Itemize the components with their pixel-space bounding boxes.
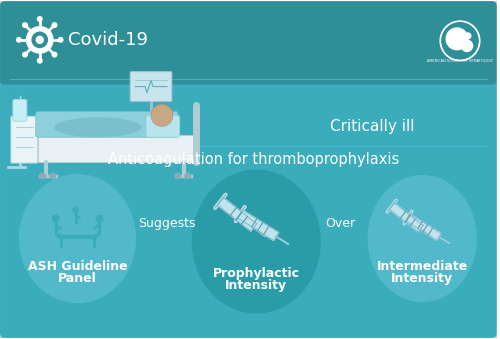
Circle shape (37, 16, 43, 22)
Text: AMERICAN SOCIETY OF HEMATOLOGY: AMERICAN SOCIETY OF HEMATOLOGY (427, 59, 493, 63)
Text: Intensity: Intensity (391, 272, 454, 285)
Circle shape (151, 104, 173, 126)
Polygon shape (406, 214, 441, 240)
Circle shape (49, 173, 56, 179)
Text: ASH Guideline: ASH Guideline (28, 260, 128, 273)
Text: Prophylactic: Prophylactic (213, 267, 300, 280)
FancyBboxPatch shape (0, 0, 498, 84)
Circle shape (22, 22, 28, 28)
Text: Suggests: Suggests (138, 217, 196, 230)
Circle shape (36, 36, 44, 44)
FancyBboxPatch shape (5, 59, 492, 79)
Polygon shape (390, 203, 423, 232)
Circle shape (460, 39, 473, 52)
Circle shape (96, 215, 104, 223)
Text: Intermediate: Intermediate (376, 260, 468, 273)
FancyBboxPatch shape (0, 67, 498, 339)
Circle shape (37, 58, 43, 64)
FancyBboxPatch shape (36, 112, 178, 137)
Circle shape (174, 173, 182, 179)
Text: Over: Over (326, 217, 356, 230)
Text: Intensity: Intensity (226, 279, 288, 292)
Circle shape (52, 215, 60, 223)
Circle shape (441, 22, 479, 60)
Ellipse shape (19, 174, 136, 303)
Circle shape (184, 173, 191, 179)
Circle shape (72, 207, 79, 213)
Ellipse shape (54, 117, 141, 137)
Polygon shape (238, 210, 279, 241)
Circle shape (58, 37, 64, 43)
Ellipse shape (368, 175, 477, 302)
Circle shape (16, 37, 22, 43)
FancyBboxPatch shape (5, 38, 492, 79)
FancyBboxPatch shape (11, 116, 38, 163)
Text: Covid-19: Covid-19 (68, 31, 148, 49)
FancyBboxPatch shape (146, 115, 180, 137)
FancyBboxPatch shape (5, 59, 492, 79)
FancyBboxPatch shape (130, 72, 172, 101)
Text: Critically ill: Critically ill (330, 119, 415, 134)
FancyBboxPatch shape (0, 0, 498, 84)
Circle shape (26, 26, 54, 54)
Circle shape (39, 173, 46, 179)
Polygon shape (218, 198, 256, 231)
FancyBboxPatch shape (38, 135, 196, 162)
Text: Anticoagulation for thromboprophylaxis: Anticoagulation for thromboprophylaxis (108, 152, 399, 166)
Circle shape (440, 21, 480, 61)
Circle shape (464, 32, 471, 39)
Circle shape (446, 27, 468, 51)
Circle shape (32, 32, 48, 48)
Text: Panel: Panel (58, 272, 97, 285)
Circle shape (52, 22, 58, 28)
Ellipse shape (192, 170, 321, 314)
Circle shape (52, 52, 58, 58)
Circle shape (22, 52, 28, 58)
FancyBboxPatch shape (13, 99, 27, 121)
